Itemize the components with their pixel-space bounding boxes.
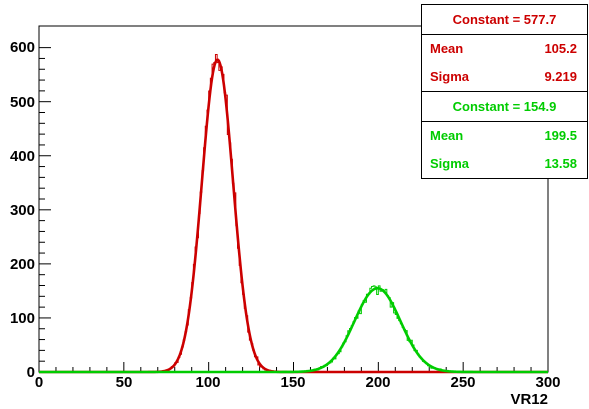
stats-mean-value: 105.2 [544,41,577,56]
y-tick-labels: 0 100 200 300 400 500 600 [10,39,35,381]
x-tick-label: 0 [35,374,43,391]
stats-mean-row: Mean 105.2 [422,41,587,59]
x-tick-label: 300 [535,374,560,391]
y-tick-label: 600 [10,39,35,56]
stats-mean-label: Mean [430,41,464,56]
x-tick-label: 50 [116,374,133,391]
stats-sigma-label: Sigma [430,69,470,84]
x-tick-label: 250 [450,374,475,391]
x-axis-title: VR12 [510,391,548,408]
stats-mean-label: Mean [430,128,464,143]
stats-mean-row: Mean 199.5 [422,128,587,146]
y-tick-label: 300 [10,202,35,219]
stats-box-red: Constant = 577.7 Mean 105.2 Sigma 9.219 [421,4,588,92]
series-layer [39,53,548,374]
x-tick-label: 150 [280,374,305,391]
stats-sigma-value: 9.219 [544,69,577,84]
y-tick-label: 200 [10,256,35,273]
x-tick-label: 200 [365,374,390,391]
histogram-series-2 [39,285,548,373]
stats-constant: Constant = 154.9 [422,92,587,122]
stats-sigma-row: Sigma 9.219 [422,69,587,87]
y-tick-label: 500 [10,94,35,111]
stats-sigma-label: Sigma [430,156,470,171]
y-tick-label: 0 [27,364,35,381]
x-tick-labels: 0 50 100 150 200 250 300 [35,374,561,391]
stats-sigma-row: Sigma 13.58 [422,156,587,174]
y-tick-label: 400 [10,148,35,165]
stats-mean-value: 199.5 [544,128,577,143]
stats-sigma-value: 13.58 [544,156,577,171]
x-tick-label: 100 [195,374,220,391]
fit-curve-2 [39,286,548,374]
stats-constant: Constant = 577.7 [422,5,587,35]
y-tick-label: 100 [10,310,35,327]
stats-box-green: Constant = 154.9 Mean 199.5 Sigma 13.58 [421,91,588,179]
